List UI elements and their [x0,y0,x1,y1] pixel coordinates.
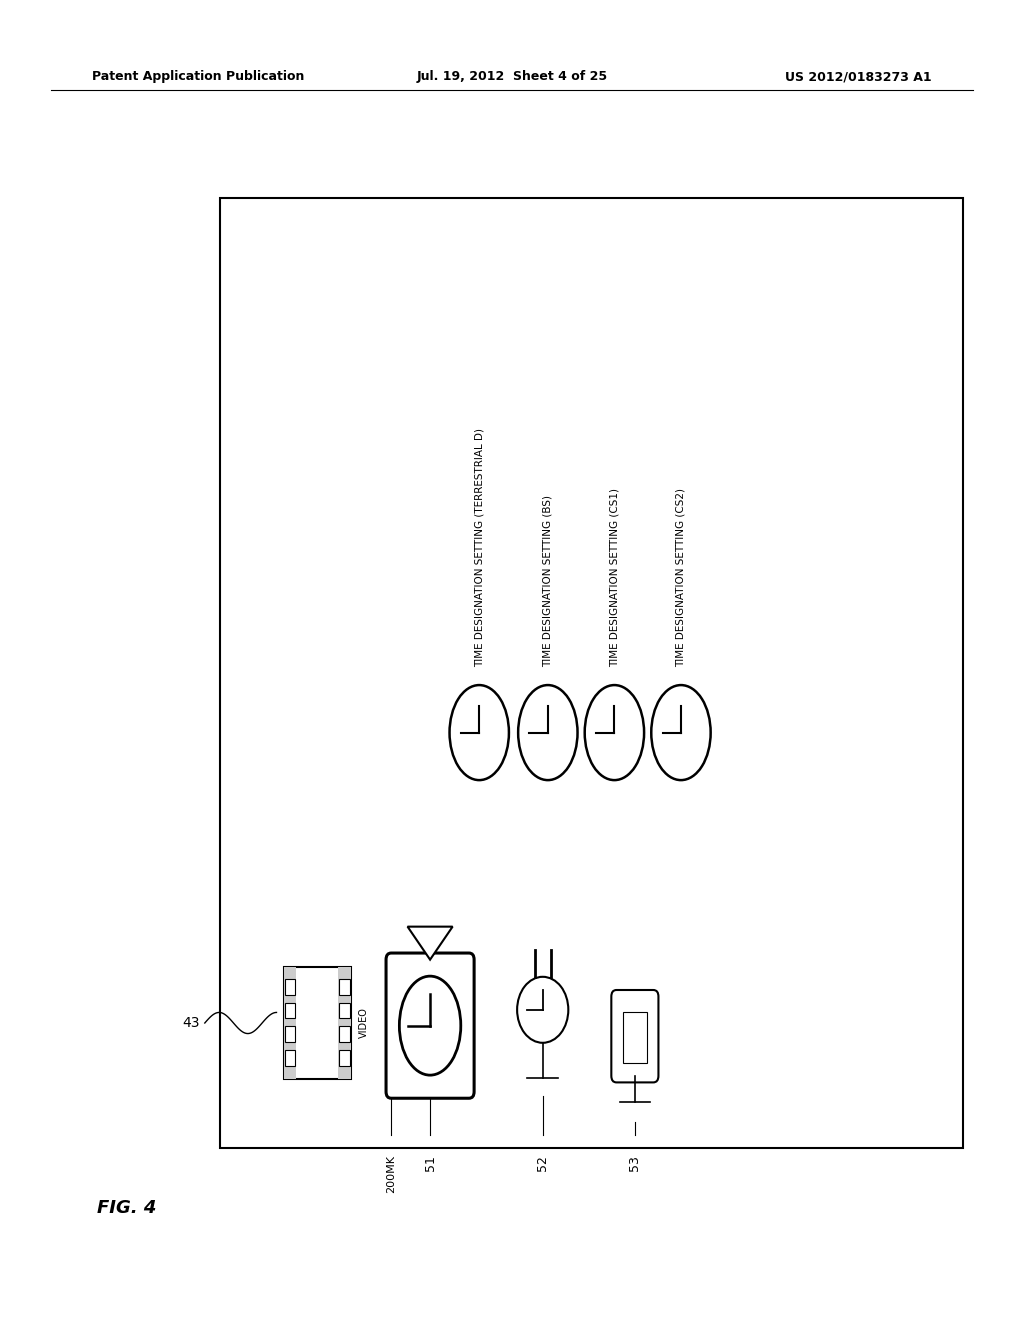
Bar [285,979,295,995]
Polygon shape [408,927,453,960]
Bar [340,1051,350,1067]
Ellipse shape [399,977,461,1074]
Text: 52: 52 [537,1155,549,1171]
Bar [284,966,297,1080]
Circle shape [517,977,568,1043]
FancyBboxPatch shape [386,953,474,1098]
Text: TIME DESIGNATION SETTING (CS2): TIME DESIGNATION SETTING (CS2) [676,487,686,667]
Text: FIG. 4: FIG. 4 [97,1199,157,1217]
Text: US 2012/0183273 A1: US 2012/0183273 A1 [785,70,932,83]
Ellipse shape [450,685,509,780]
Ellipse shape [651,685,711,780]
Text: VIDEO: VIDEO [359,1007,369,1039]
Bar [285,1003,295,1019]
Text: 200MK: 200MK [386,1155,396,1193]
Bar [340,1027,350,1043]
Bar [284,966,350,1080]
Text: 43: 43 [182,1016,200,1030]
Ellipse shape [585,685,644,780]
Text: Jul. 19, 2012  Sheet 4 of 25: Jul. 19, 2012 Sheet 4 of 25 [417,70,607,83]
Text: 51: 51 [424,1155,436,1171]
Text: TIME DESIGNATION SETTING (BS): TIME DESIGNATION SETTING (BS) [543,495,553,667]
Text: TIME DESIGNATION SETTING (TERRESTRIAL D): TIME DESIGNATION SETTING (TERRESTRIAL D) [474,428,484,667]
Bar [340,1003,350,1019]
Text: TIME DESIGNATION SETTING (CS1): TIME DESIGNATION SETTING (CS1) [609,487,620,667]
Text: 53: 53 [629,1155,641,1171]
Bar [285,1051,295,1067]
Bar [340,979,350,995]
Bar [220,198,963,1148]
Bar [285,1027,295,1043]
FancyBboxPatch shape [611,990,658,1082]
Bar [338,966,350,1080]
Bar [623,1012,647,1063]
Ellipse shape [518,685,578,780]
Text: Patent Application Publication: Patent Application Publication [92,70,304,83]
